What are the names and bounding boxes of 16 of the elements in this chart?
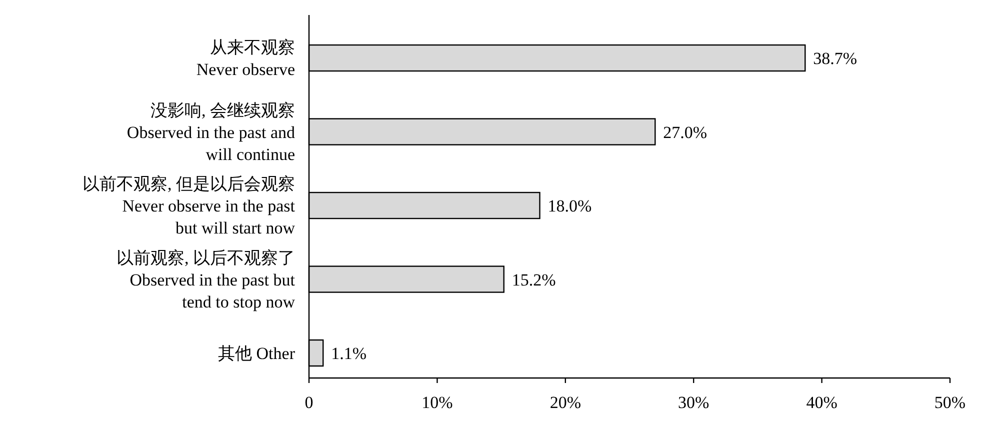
data-label: 1.1% xyxy=(331,344,367,363)
x-tick-label: 40% xyxy=(806,393,838,412)
x-tick-label: 50% xyxy=(934,393,966,412)
x-tick-label: 20% xyxy=(550,393,581,412)
y-tick-label: 从来不观察 Never observe xyxy=(196,38,295,79)
data-label: 15.2% xyxy=(512,270,556,290)
x-tick-label: 0 xyxy=(304,393,314,412)
y-tick-label: 以前观察, 以后不观察了 Observed in the past but tend to stop now xyxy=(116,248,296,312)
data-label: 18.0% xyxy=(548,196,592,216)
x-tick-label: 30% xyxy=(678,393,710,412)
y-tick-label: 以前不观察, 但是以后会观察 Never observe in the past but will start now xyxy=(82,174,296,238)
data-label: 27.0% xyxy=(663,122,708,142)
x-tick-label: 10% xyxy=(422,393,453,412)
y-tick-label: 其他 Other xyxy=(218,344,296,363)
y-tick-label: 没影响, 会继续观察 Observed in the past and will continue xyxy=(126,100,296,164)
data-label: 38.7% xyxy=(813,49,858,68)
